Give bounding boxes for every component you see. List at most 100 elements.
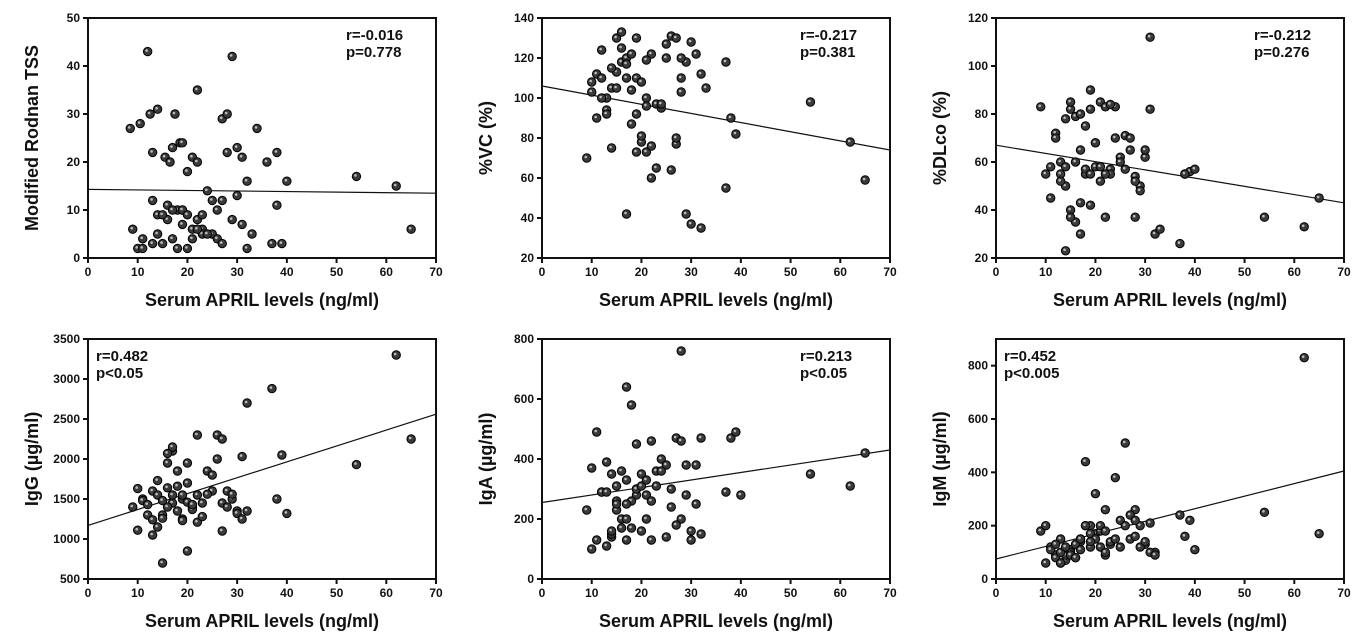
data-point: [167, 490, 178, 500]
data-point-highlight: [239, 222, 243, 225]
data-point-highlight: [165, 485, 168, 489]
data-point-highlight: [1048, 195, 1051, 199]
data-point: [147, 195, 158, 206]
data-point-marker: [172, 506, 183, 516]
data-point-highlight: [619, 29, 622, 33]
data-point-highlight: [589, 465, 593, 469]
y-tick-label: 100: [514, 91, 534, 105]
y-tick-label: 2000: [53, 452, 80, 466]
data-point-highlight: [604, 489, 607, 493]
data-point-marker: [646, 535, 657, 545]
data-point: [232, 142, 242, 153]
data-point: [587, 463, 597, 473]
data-point-highlight: [140, 236, 143, 240]
data-point-marker: [167, 442, 178, 452]
data-point-highlight: [284, 178, 288, 182]
data-point: [621, 382, 632, 392]
data-point-highlight: [1137, 544, 1141, 548]
data-point-highlight: [1088, 87, 1091, 91]
data-point-highlight: [170, 145, 173, 148]
x-tick-label: 60: [1288, 265, 1302, 279]
data-point-highlight: [1063, 116, 1066, 120]
data-point: [1080, 121, 1091, 131]
data-point-marker: [1140, 536, 1150, 547]
data-point-highlight: [1132, 507, 1136, 510]
data-point: [845, 137, 855, 147]
data-point-highlight: [170, 207, 173, 211]
data-point-marker: [621, 209, 632, 219]
data-point-marker: [621, 59, 632, 69]
data-point-highlight: [599, 47, 602, 51]
y-tick-label: 1500: [53, 492, 80, 506]
data-point-highlight: [1078, 547, 1081, 550]
data-point-marker: [721, 487, 731, 497]
data-point-marker: [242, 243, 252, 254]
data-point-marker: [162, 458, 173, 468]
chart-panel-3: 0 10 20 30 40 50 60 70 20 40 60 80 100 120 Serum APRIL…: [908, 0, 1361, 321]
data-point: [641, 101, 652, 111]
data-point: [616, 466, 627, 476]
data-point-highlight: [1147, 106, 1151, 110]
data-point-highlight: [723, 489, 727, 493]
data-point: [192, 490, 203, 500]
data-point-marker: [227, 489, 237, 499]
data-point-marker: [182, 458, 193, 468]
data-point-marker: [1125, 145, 1135, 155]
x-tick-label: 30: [684, 586, 698, 600]
y-tick-label: 120: [514, 51, 534, 65]
data-point-marker: [1041, 558, 1051, 568]
data-point-highlight: [219, 241, 223, 244]
data-point-highlight: [693, 462, 697, 466]
data-point-marker: [227, 214, 237, 225]
data-point-highlight: [599, 75, 602, 79]
data-point: [671, 520, 681, 530]
data-point-marker: [1085, 169, 1096, 179]
data-point-marker: [587, 87, 597, 97]
data-point: [351, 171, 362, 182]
data-point-marker: [1180, 169, 1190, 179]
data-point-marker: [157, 495, 168, 506]
data-point-highlight: [254, 126, 258, 129]
data-point: [1075, 544, 1086, 555]
data-point: [282, 176, 292, 186]
data-point-highlight: [599, 95, 602, 99]
data-point-marker: [587, 544, 597, 554]
data-point-highlight: [234, 145, 238, 148]
data-point: [661, 532, 671, 542]
data-point-highlight: [1053, 555, 1056, 558]
data-point: [1145, 518, 1155, 528]
x-tick-label: 10: [585, 586, 599, 600]
y-axis-label: IgA (µg/ml): [476, 413, 496, 506]
data-point-marker: [596, 45, 607, 55]
data-point-highlight: [140, 246, 143, 249]
data-point-highlight: [195, 226, 198, 230]
data-point-marker: [128, 502, 138, 512]
data-point: [1259, 507, 1270, 518]
data-point: [172, 506, 183, 516]
data-point-marker: [157, 513, 168, 523]
data-point-highlight: [224, 111, 228, 115]
data-point: [212, 205, 222, 215]
data-point-highlight: [688, 39, 692, 43]
data-point: [217, 195, 227, 206]
x-tick-label: 60: [380, 265, 394, 279]
data-point: [1100, 526, 1111, 536]
chart-svg-2: 0 10 20 30 40 50 60 70 20 40 60 80 100 120 140 Serum AP…: [476, 11, 897, 310]
data-point: [1060, 162, 1071, 172]
data-point-marker: [666, 502, 676, 512]
data-point-marker: [1075, 145, 1086, 155]
data-point: [177, 515, 188, 526]
plot-frame: [87, 17, 437, 259]
data-point-marker: [1110, 133, 1121, 143]
data-point: [845, 481, 855, 491]
x-tick-label: 70: [429, 586, 443, 600]
data-point-marker: [1115, 542, 1125, 552]
data-point-highlight: [1058, 560, 1061, 564]
data-point-highlight: [130, 504, 134, 508]
data-point: [172, 243, 183, 254]
data-point-highlight: [1068, 552, 1071, 556]
data-point-marker: [805, 97, 816, 107]
data-point-highlight: [147, 111, 151, 115]
data-point-highlight: [1127, 147, 1131, 151]
data-point-marker: [696, 529, 706, 539]
